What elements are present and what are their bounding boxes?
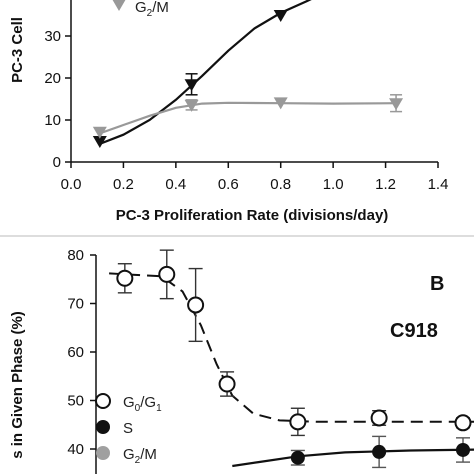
top-s-point [273,10,288,22]
bottom-y-tick-label: 70 [67,296,84,313]
bottom-y-axis-label: s in Given Phase (%) [9,311,26,459]
bottom-g0g1-point [158,265,176,283]
top-x-tick-label: 1.4 [428,176,449,193]
legend-g0g1-marker [95,393,111,409]
top-s-point [92,136,107,148]
top-s-point [184,79,199,92]
bottom-s-point [372,444,387,459]
bottom-y-ticks: 40 50 60 70 80 [67,247,96,458]
bottom-fit-curves [109,272,474,468]
top-data-points [92,10,404,148]
bottom-y-tick-label: 80 [67,247,84,264]
bottom-g0g1-point [218,375,236,393]
bottom-panel: 40 50 60 70 80 s in Given Phase (%) B C918 G… [9,247,474,474]
top-y-tick-label: 20 [44,70,61,87]
top-fit-curves [99,0,397,145]
top-error-bars [185,73,403,113]
top-x-tick-label: 1.2 [375,176,396,193]
top-g2m-point [273,97,288,110]
bottom-g0g1-point [454,414,472,432]
bottom-y-tick-label: 50 [67,393,84,410]
cell-line-label: C918 [390,320,438,342]
top-y-axis-label: PC-3 Cell [9,17,26,83]
top-y-ticks: 0 10 20 30 [44,28,71,171]
bottom-legend: G0/G1 S G2/M [95,393,162,466]
legend-s-marker [96,420,110,434]
top-legend-g2m-marker [112,0,126,11]
top-y-tick-label: 30 [44,28,61,45]
bottom-data-points [116,265,472,465]
top-legend: G2/M [112,0,169,19]
bottom-g0g1-point [370,409,388,427]
top-x-ticks: 0.0 0.2 0.4 0.6 0.8 1.0 1.2 1.4 [61,162,449,193]
bottom-g0g1-point [187,296,205,314]
bottom-y-tick-label: 40 [67,441,84,458]
top-x-axis-label: PC-3 Proliferation Rate (divisions/day) [116,207,389,224]
top-g2m-point [389,98,404,111]
top-x-tick-label: 1.0 [323,176,344,193]
top-x-tick-label: 0.2 [113,176,134,193]
legend-g2m-marker [96,446,110,460]
top-g2m-fit-curve [99,101,397,135]
top-x-tick-label: 0.0 [61,176,82,193]
bottom-g0g1-point [116,269,134,287]
bottom-g0g1-point [289,413,307,431]
legend-g2m-label: G2/M [123,446,157,466]
bottom-g0g1-fit-curve [109,272,474,423]
top-x-tick-label: 0.4 [165,176,186,193]
top-panel: 0.0 0.2 0.4 0.6 0.8 1.0 1.2 1.4 0 10 20 30 PC-3 Pr… [9,0,448,224]
top-y-tick-label: 10 [44,112,61,129]
top-legend-g2m-label: G2/M [135,0,169,19]
top-x-tick-label: 0.6 [218,176,239,193]
top-g2m-point [184,99,199,112]
bottom-s-fit-curve [232,448,474,468]
top-s-fit-curve [99,0,312,145]
bottom-s-point [456,442,470,457]
legend-s-label: S [123,420,133,437]
bottom-y-tick-label: 60 [67,344,84,361]
bottom-s-point [290,450,305,465]
panel-letter-b: B [430,273,444,295]
top-x-tick-label: 0.8 [270,176,291,193]
legend-g0g1-label: G0/G1 [123,394,162,414]
top-y-tick-label: 0 [53,154,61,171]
top-g2m-point [92,126,107,139]
